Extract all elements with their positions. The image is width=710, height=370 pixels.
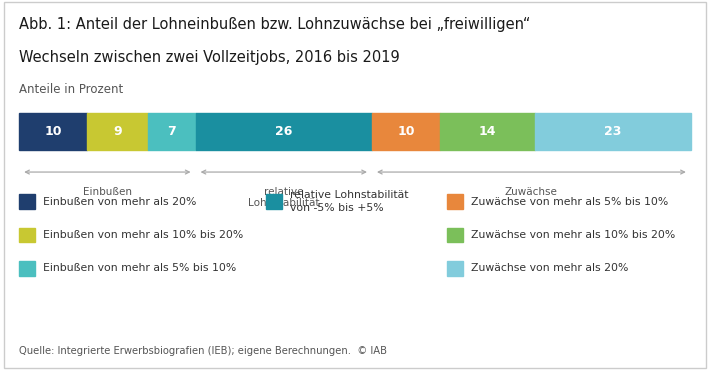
- Text: Zuwächse von mehr als 20%: Zuwächse von mehr als 20%: [471, 263, 629, 273]
- Text: 14: 14: [479, 125, 496, 138]
- Text: Einbußen von mehr als 5% bis 10%: Einbußen von mehr als 5% bis 10%: [43, 263, 236, 273]
- Text: Zuwächse von mehr als 5% bis 10%: Zuwächse von mehr als 5% bis 10%: [471, 196, 669, 207]
- Text: Einbußen von mehr als 10% bis 20%: Einbußen von mehr als 10% bis 20%: [43, 230, 244, 240]
- Text: relative Lohnstabilität
von -5% bis +5%: relative Lohnstabilität von -5% bis +5%: [290, 191, 409, 213]
- Text: relative
Lohnstabilität: relative Lohnstabilität: [248, 187, 320, 208]
- Text: 23: 23: [604, 125, 621, 138]
- Text: 9: 9: [113, 125, 122, 138]
- Text: 10: 10: [397, 125, 415, 138]
- Text: Einbußen von mehr als 20%: Einbußen von mehr als 20%: [43, 196, 197, 207]
- Text: Einbußen: Einbußen: [83, 187, 132, 197]
- Text: Wechseln zwischen zwei Vollzeitjobs, 2016 bis 2019: Wechseln zwischen zwei Vollzeitjobs, 201…: [19, 50, 400, 65]
- Text: Zuwächse: Zuwächse: [505, 187, 558, 197]
- Text: Zuwächse von mehr als 10% bis 20%: Zuwächse von mehr als 10% bis 20%: [471, 230, 676, 240]
- Text: 7: 7: [168, 125, 176, 138]
- Text: Abb. 1: Anteil der Lohneinbußen bzw. Lohnzuwächse bei „freiwilligen“: Abb. 1: Anteil der Lohneinbußen bzw. Loh…: [19, 17, 530, 32]
- Text: Quelle: Integrierte Erwerbsbiografien (IEB); eigene Berechnungen.  © IAB: Quelle: Integrierte Erwerbsbiografien (I…: [19, 346, 387, 356]
- Text: 26: 26: [275, 125, 293, 138]
- Text: Anteile in Prozent: Anteile in Prozent: [19, 83, 124, 96]
- Text: 10: 10: [44, 125, 62, 138]
